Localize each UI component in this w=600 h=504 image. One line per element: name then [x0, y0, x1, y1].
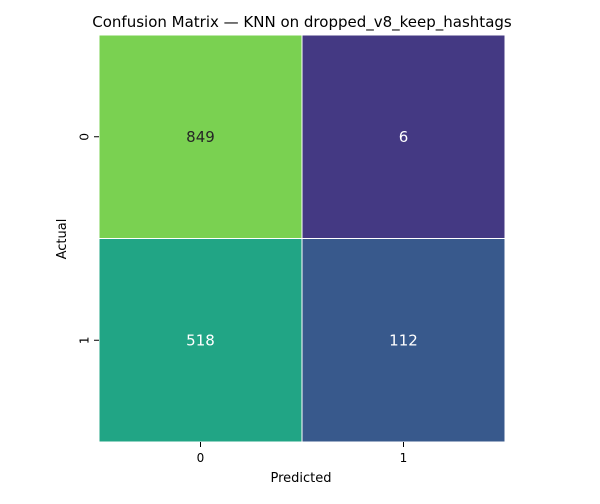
- cell-value-label: 6: [399, 128, 409, 146]
- y-tick-label: 1: [78, 336, 92, 344]
- cell-value-label: 518: [186, 331, 215, 349]
- cell-value-label: 849: [186, 128, 215, 146]
- heatmap-cell-0-0: [98, 34, 303, 239]
- heatmap-cell-0-1: [301, 34, 506, 239]
- y-axis-label: Actual: [55, 219, 70, 260]
- x-tick-label: 1: [400, 451, 408, 465]
- heatmap-cells: 849 6 518 112: [98, 34, 506, 443]
- y-tick-label: 0: [78, 133, 92, 141]
- x-tick-label: 0: [197, 451, 205, 465]
- chart-title: Confusion Matrix — KNN on dropped_v8_kee…: [92, 13, 512, 32]
- cell-value-label: 112: [389, 331, 418, 349]
- axes: 0 1 0 1: [78, 133, 408, 465]
- heatmap-cell-1-0: [98, 238, 303, 443]
- heatmap-cell-1-1: [301, 238, 506, 443]
- x-axis-label: Predicted: [270, 471, 331, 486]
